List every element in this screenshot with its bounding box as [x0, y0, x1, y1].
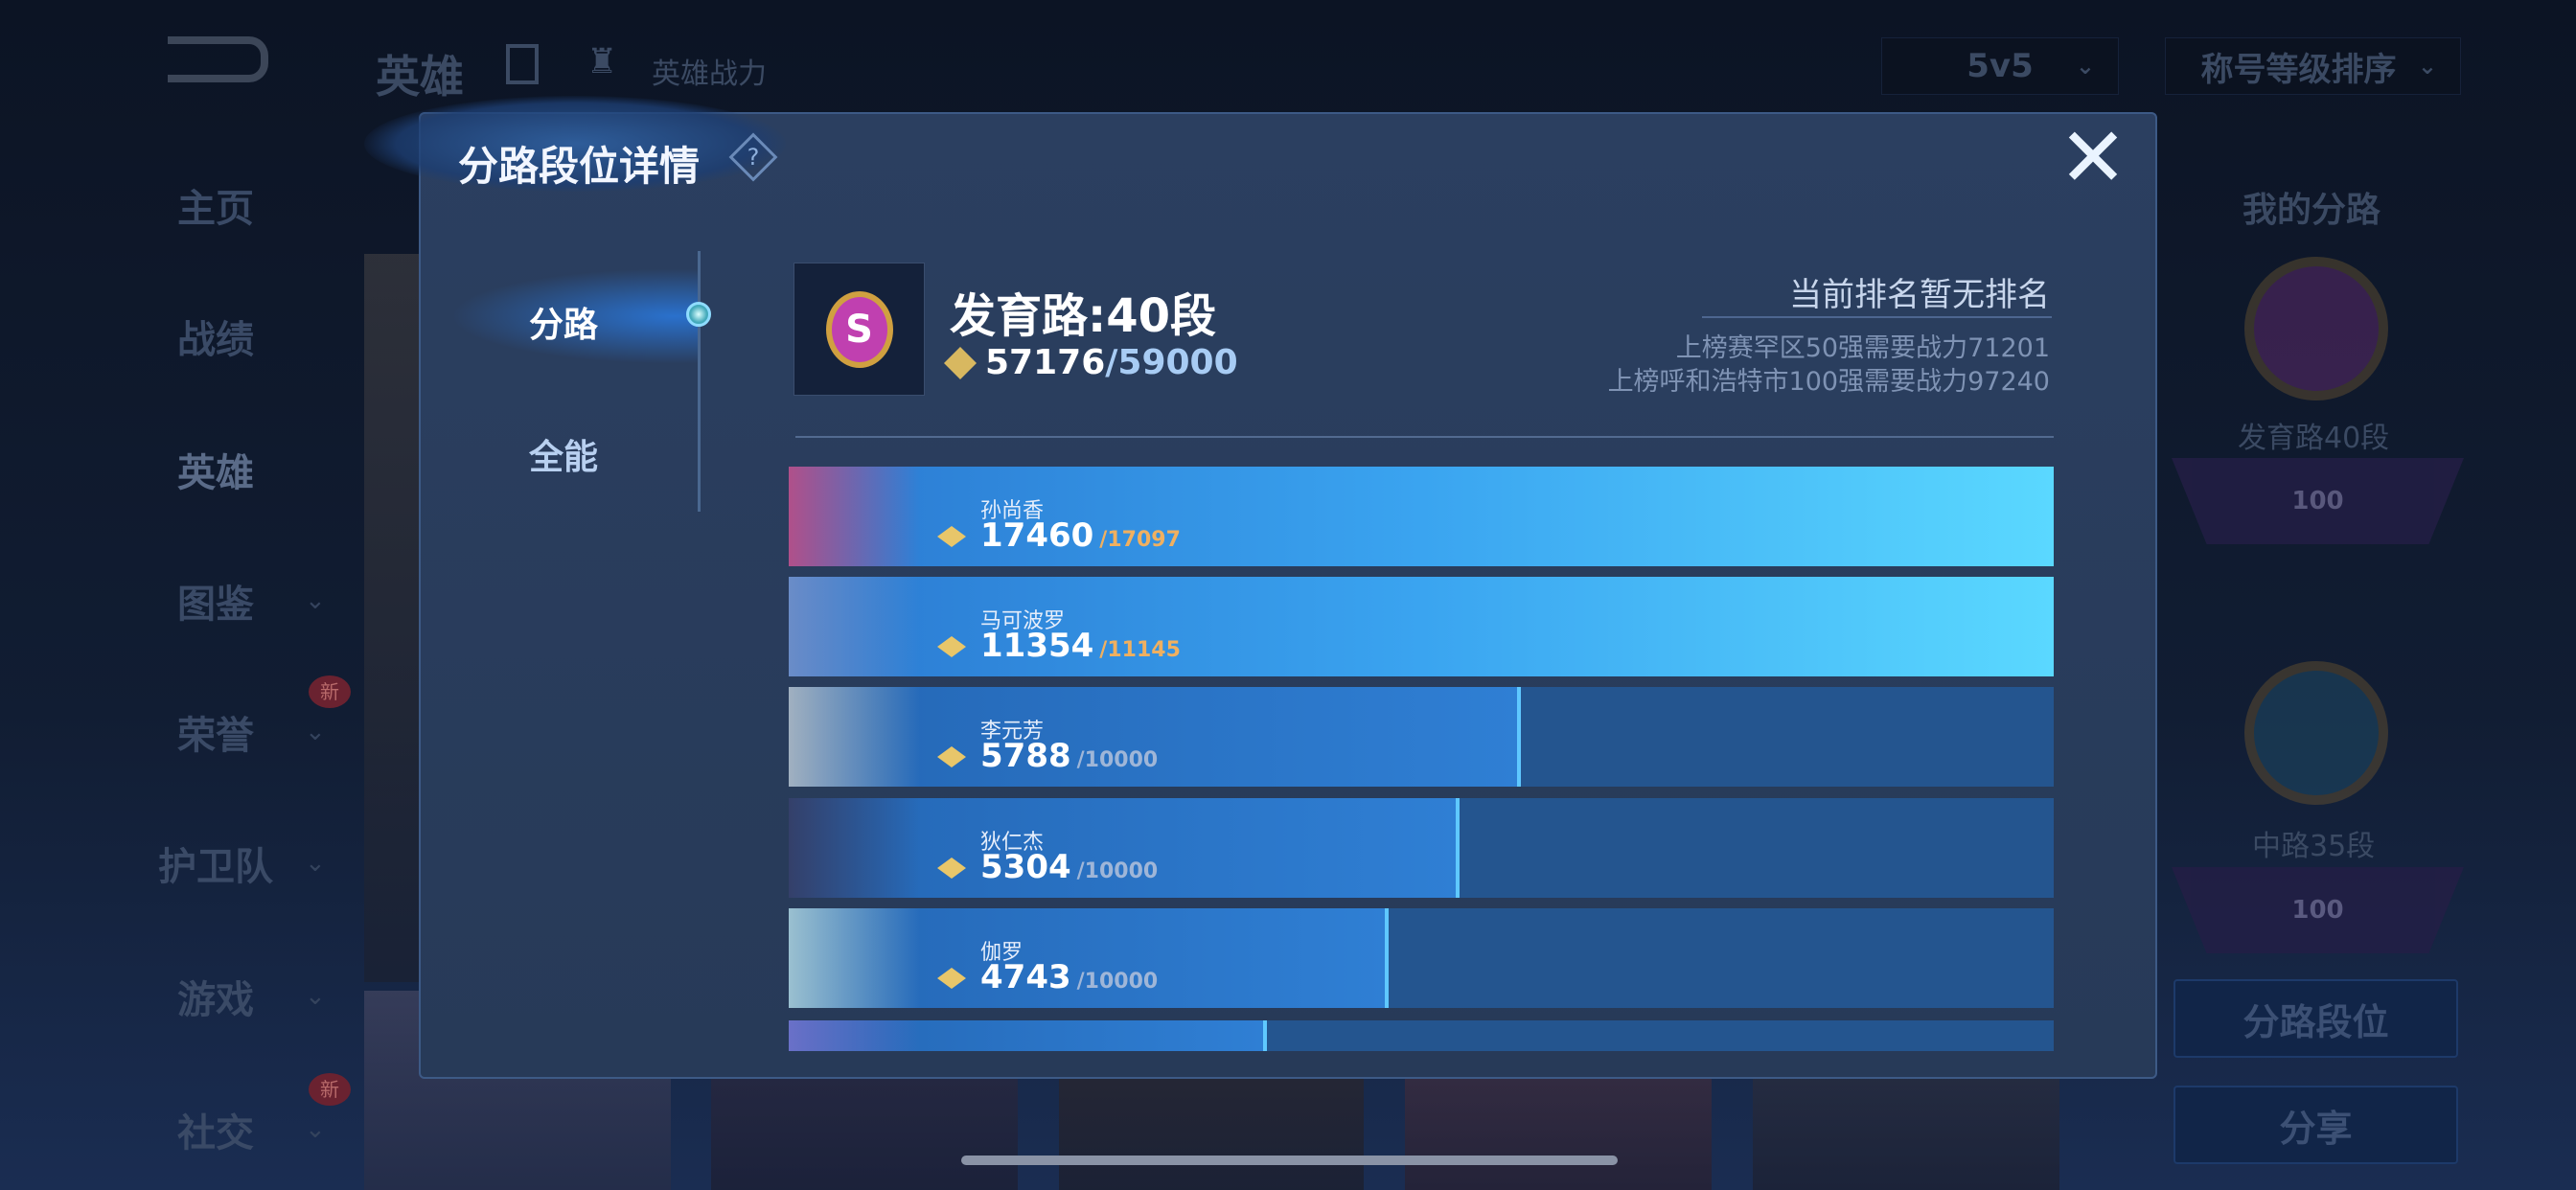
hero-power: 5788/10000 [980, 737, 1158, 775]
chevron-down-icon: ⌄ [2417, 53, 2437, 80]
list-icon[interactable] [506, 44, 539, 84]
hero-portrait [789, 467, 920, 566]
hero-power-link[interactable]: 英雄战力 [652, 57, 767, 91]
sort-select[interactable]: 称号等级排序 ⌄ [2165, 37, 2461, 95]
sidebar-item[interactable]: 图鉴 [177, 583, 254, 627]
chevron-down-icon: ⌄ [305, 718, 326, 746]
power-icon [937, 636, 966, 657]
hero-power: 17460/17097 [980, 516, 1181, 555]
lane-title: 发育路:40段 [950, 289, 1216, 343]
lane-banner: 100 [2172, 458, 2464, 544]
new-badge: 新 [309, 1073, 351, 1106]
page-title: 英雄 [376, 51, 464, 103]
lane-banner: 100 [2172, 867, 2464, 953]
hero-row[interactable] [789, 1020, 2054, 1051]
hero-row[interactable]: 伽罗 4743/10000 [789, 908, 2054, 1008]
sidebar-item[interactable]: 荣誉 [177, 714, 254, 758]
rank-status: 当前排名暂无排名 [1789, 276, 2050, 314]
progress-fill [789, 467, 2054, 566]
hero-name: 孙尚香 [980, 499, 1045, 523]
hero-power-target: /10000 [1076, 859, 1159, 883]
hero-card[interactable] [364, 254, 422, 982]
hero-row[interactable]: 李元芳 5788/10000 [789, 687, 2054, 787]
sidebar-item[interactable]: 护卫队 [158, 845, 273, 889]
share-button[interactable]: 分享 [2174, 1086, 2458, 1164]
tab-indicator-dot [686, 302, 711, 327]
hero-power-value: 11354 [980, 627, 1094, 665]
tab-all-round[interactable]: 全能 [529, 438, 599, 477]
new-badge: 新 [309, 675, 351, 708]
power-icon [937, 858, 966, 879]
mode-select[interactable]: 5v5 ⌄ [1881, 37, 2119, 95]
hero-power: 4743/10000 [980, 958, 1158, 996]
modal-title: 分路段位详情 [458, 143, 701, 190]
lane-label: 发育路40段 [2238, 422, 2390, 455]
hero-power-target: /17097 [1099, 528, 1181, 552]
chevron-down-icon: ⌄ [305, 849, 326, 878]
progress-fill [789, 577, 2054, 676]
hero-portrait [789, 908, 920, 1008]
mode-select-value: 5v5 [1966, 47, 2034, 85]
header-divider [795, 436, 2054, 438]
close-icon[interactable]: ✕ [2058, 110, 2128, 206]
sidebar-item[interactable]: 英雄 [177, 451, 254, 495]
modal-decoration [364, 96, 786, 192]
back-button[interactable] [168, 36, 268, 82]
chevron-down-icon: ⌄ [2075, 53, 2095, 80]
hero-power-value: 17460 [980, 516, 1094, 555]
banner-value: 100 [2291, 896, 2344, 925]
rank-divider [1702, 316, 2052, 318]
lane-label: 中路35段 [2252, 830, 2376, 863]
hero-row[interactable]: 孙尚香 17460/17097 [789, 467, 2054, 566]
hero-power-target: /10000 [1076, 748, 1159, 772]
hero-power-value: 5788 [980, 737, 1071, 775]
hero-row[interactable]: 马可波罗 11354/11145 [789, 577, 2054, 676]
my-lanes-heading: 我的分路 [2242, 191, 2381, 230]
hero-row[interactable]: 狄仁杰 5304/10000 [789, 798, 2054, 898]
hero-power: 11354/11145 [980, 627, 1181, 665]
banner-value: 100 [2291, 487, 2344, 515]
hero-power: 5304/10000 [980, 848, 1158, 886]
hero-portrait [789, 1020, 920, 1051]
hero-name: 狄仁杰 [980, 831, 1045, 855]
rank-requirement: 上榜赛罕区50强需要战力71201 [1675, 333, 2050, 363]
sidebar-item[interactable]: 战绩 [177, 318, 254, 362]
lane-badge-mid [2244, 661, 2388, 805]
chevron-down-icon: ⌄ [305, 1115, 326, 1144]
hero-portrait [789, 687, 920, 787]
hero-power-value: 5304 [980, 848, 1071, 886]
power-icon [937, 526, 966, 547]
power-current: 57176 [985, 343, 1106, 382]
hero-power-value: 4743 [980, 958, 1071, 996]
tab-divider [698, 251, 701, 512]
hero-name: 马可波罗 [980, 609, 1066, 633]
hero-name: 伽罗 [980, 941, 1024, 965]
sort-select-value: 称号等级排序 [2200, 50, 2397, 89]
sidebar-item[interactable]: 社交 [177, 1111, 254, 1156]
hero-name: 李元芳 [980, 720, 1045, 744]
power-target: /59000 [1105, 343, 1238, 382]
sidebar-item[interactable]: 主页 [177, 187, 254, 231]
hero-power-icon: ♜ [586, 42, 618, 81]
chevron-down-icon: ⌄ [305, 982, 326, 1011]
hero-power-target: /10000 [1076, 970, 1159, 994]
tab-lanes[interactable]: 分路 [529, 306, 599, 345]
power-icon [937, 746, 966, 767]
hero-portrait [789, 798, 920, 898]
lane-power: 57176/59000 [985, 343, 1238, 382]
hero-power-target: /11145 [1099, 638, 1181, 662]
hero-portrait [789, 577, 920, 676]
lane-badge-icon: S [794, 263, 925, 396]
lane-rank-button[interactable]: 分路段位 [2174, 979, 2458, 1058]
lane-badge-adc [2244, 257, 2388, 400]
rank-requirement: 上榜呼和浩特市100强需要战力97240 [1607, 367, 2050, 397]
chevron-down-icon: ⌄ [305, 586, 326, 615]
sidebar-item[interactable]: 游戏 [177, 978, 254, 1022]
tab-highlight [450, 268, 700, 364]
power-icon [937, 968, 966, 989]
home-indicator [961, 1156, 1618, 1165]
